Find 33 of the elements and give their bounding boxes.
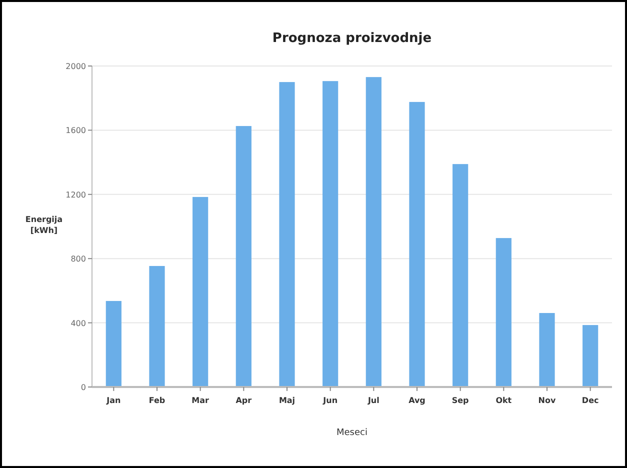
y-axis-title: Energija [kWh] [25, 215, 63, 235]
bar [409, 102, 425, 387]
bar [279, 82, 295, 387]
y-tick-label: 0 [80, 383, 86, 392]
bar [452, 164, 468, 387]
x-tick-label: Jan [106, 396, 122, 405]
x-tick-label: Jul [366, 396, 380, 405]
bar [236, 126, 252, 387]
x-tick-label: Nov [538, 396, 556, 405]
y-tick-label: 2000 [66, 62, 86, 71]
x-tick-label: Feb [148, 396, 166, 405]
chart-title: Prognoza proizvodnje [272, 31, 432, 46]
x-tick-label: Dec [582, 396, 599, 405]
y-tick-label: 1600 [66, 126, 86, 136]
x-axis-title: Meseci [336, 428, 368, 438]
y-tick-label: 800 [70, 254, 86, 264]
x-tick-label: Jun [322, 396, 338, 405]
bar [366, 77, 382, 387]
bar [582, 325, 598, 387]
bar [322, 81, 338, 387]
bar [192, 196, 208, 387]
x-tick-label: Mar [192, 396, 210, 405]
x-tick-label: Sep [452, 396, 470, 405]
y-tick-label: 1200 [66, 190, 86, 200]
bar [149, 266, 165, 387]
bar [106, 300, 122, 387]
x-tick-label: Avg [408, 396, 426, 405]
bar [496, 238, 512, 387]
y-tick-label: 400 [70, 318, 86, 328]
x-tick-label: Maj [278, 396, 296, 405]
bar [539, 313, 555, 387]
x-tick-label: Okt [496, 396, 512, 405]
x-tick-label: Apr [236, 396, 252, 405]
